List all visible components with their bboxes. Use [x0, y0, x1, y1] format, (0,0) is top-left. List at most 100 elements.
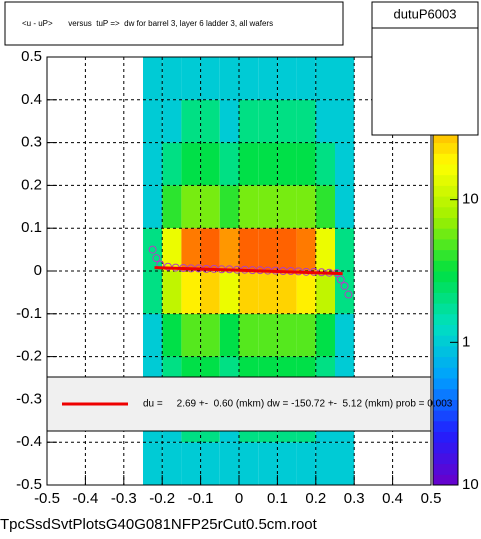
heat-cell [143, 442, 163, 485]
colorbar-segment [433, 271, 458, 283]
y-tick-label: 0 [34, 262, 42, 279]
footer: TpcSsdSvtPlotsG40G081NFP25rCut0.5cm.root [0, 516, 318, 533]
y-tick-label: 0.4 [21, 91, 42, 108]
colorbar-segment [433, 442, 458, 454]
colorbar-segment [433, 463, 458, 475]
heat-cell [219, 442, 239, 485]
heat-cell [296, 57, 316, 100]
colorbar-segment [433, 228, 458, 240]
colorbar-segment [433, 345, 458, 358]
heat-cell [239, 57, 259, 100]
heat-cell [219, 228, 239, 271]
z-tick-label: 10 [462, 191, 479, 208]
colorbar-segment [433, 238, 458, 251]
heat-cell [181, 57, 201, 100]
stats-title: dutuP6003 [394, 6, 457, 21]
heat-cell [143, 271, 163, 314]
heat-cell [277, 142, 297, 186]
y-tick-label: 0.1 [21, 219, 42, 236]
profile-point [152, 254, 161, 263]
heat-cell [239, 185, 259, 229]
colorbar-segment [433, 324, 458, 336]
heat-cell [296, 313, 316, 357]
heat-cell [296, 185, 316, 229]
title-box [4, 1, 344, 46]
heat-cell [315, 57, 335, 100]
profile-point [340, 281, 349, 290]
colorbar-segment [433, 399, 458, 411]
heat-cell [258, 442, 278, 485]
heat-cell [162, 142, 182, 186]
heat-cell [162, 442, 182, 485]
heat-cell [200, 99, 220, 143]
heat-cell [315, 99, 335, 143]
colorbar-segment [433, 281, 458, 293]
heat-cell [277, 57, 297, 100]
colorbar-segment [433, 142, 458, 154]
heat-cell [200, 142, 220, 186]
heat-cell [239, 313, 259, 357]
colorbar-segment [433, 206, 458, 218]
y-tick-label: -0.2 [16, 348, 42, 365]
heat-cell [335, 271, 355, 314]
heat-cell [162, 57, 182, 100]
heat-cell [296, 142, 316, 186]
heat-cell [239, 142, 259, 186]
heat-cell [143, 228, 163, 271]
heat-cell [335, 142, 355, 186]
heat-cell [200, 442, 220, 485]
heat-cell [219, 57, 239, 100]
colorbar-segment [433, 335, 458, 347]
heat-cell [143, 142, 163, 186]
y-tick-label: -0.5 [16, 476, 42, 493]
heat-cell [335, 185, 355, 229]
heat-cell [258, 185, 278, 229]
heat-cell [200, 313, 220, 357]
colorbar-segment [433, 185, 458, 197]
heat-cell [200, 57, 220, 100]
heat-cell [181, 313, 201, 357]
colorbar-segment [433, 153, 458, 165]
heat-cell [200, 185, 220, 229]
colorbar-segment [433, 420, 458, 432]
heat-cell [219, 99, 239, 143]
heat-cell [239, 271, 259, 314]
heat-cell [143, 57, 163, 100]
heat-cell [219, 271, 239, 314]
heat-cell [258, 228, 278, 271]
colorbar-segment [433, 452, 458, 465]
x-tick-label: 0.1 [267, 490, 288, 507]
colorbar-segment [433, 474, 458, 486]
y-tick-label: -0.3 [16, 390, 42, 407]
fit-line [154, 266, 343, 276]
heat-cell [315, 442, 335, 485]
heat-cell [296, 442, 316, 485]
heat-cell [219, 142, 239, 186]
y-tick-label: 0.3 [21, 134, 42, 151]
heat-cell [277, 313, 297, 357]
x-tick-label: 0 [235, 490, 243, 507]
heat-cell [315, 228, 335, 271]
colorbar-segment [433, 174, 458, 186]
heat-cell [258, 313, 278, 357]
heat-cell [296, 99, 316, 143]
heat-cell [315, 142, 335, 186]
heat-cell [296, 271, 316, 314]
x-tick-label: -0.3 [111, 490, 137, 507]
y-tick-label: 0.2 [21, 176, 42, 193]
x-tick-label: 0.2 [305, 490, 326, 507]
x-tick-label: -0.2 [149, 490, 175, 507]
heat-cell [143, 185, 163, 229]
heat-cell [239, 228, 259, 271]
profile-point [344, 290, 353, 299]
colorbar-segment [433, 196, 458, 208]
colorbar-segment [433, 367, 458, 379]
colorbar-segment [433, 164, 458, 176]
heat-cell [335, 313, 355, 357]
x-tick-label: 0.3 [344, 490, 365, 507]
heat-cell [181, 442, 201, 485]
colorbar-segment [433, 292, 458, 304]
y-tick-label: -0.1 [16, 305, 42, 322]
